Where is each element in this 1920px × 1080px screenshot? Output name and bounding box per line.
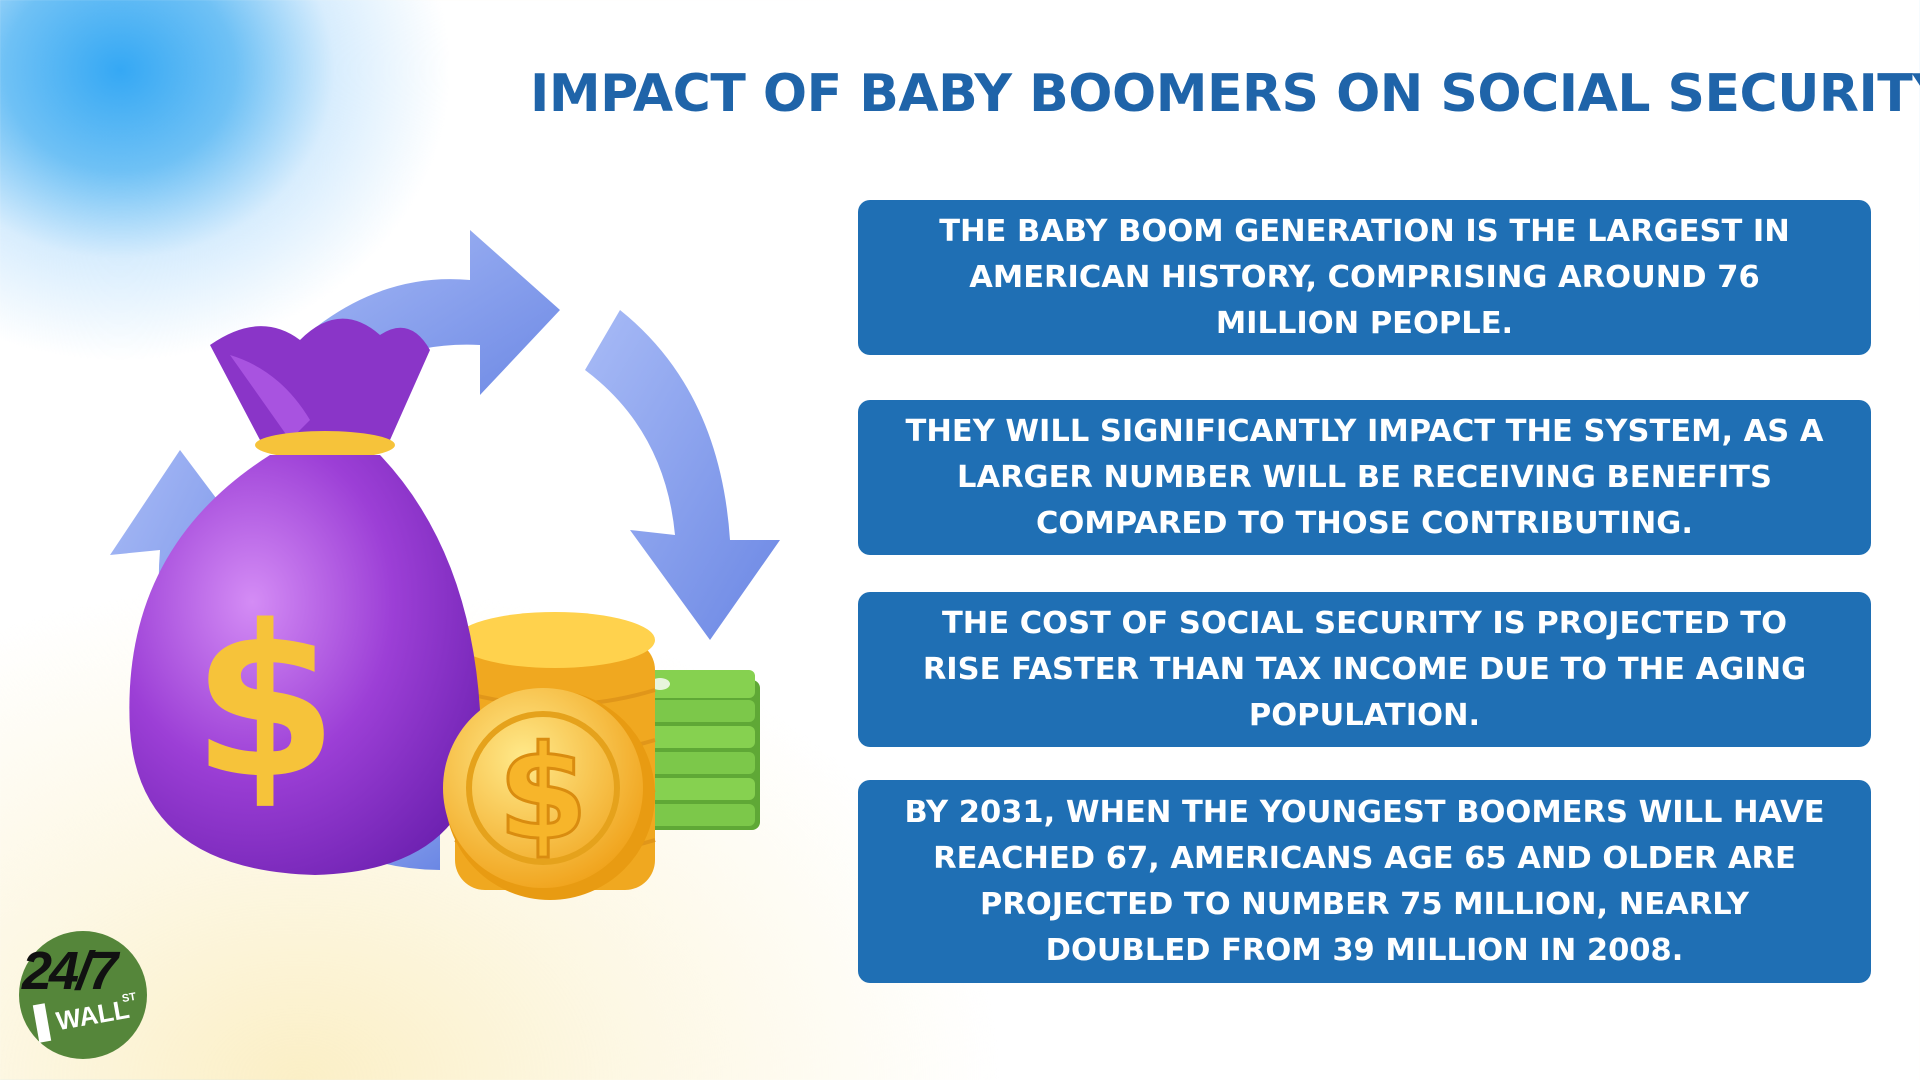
logo-badge-icon <box>19 931 147 1059</box>
fact-card-4: BY 2031, WHEN THE YOUNGEST BOOMERS WILL … <box>858 780 1871 983</box>
brand-logo: 24/7 WALL ST <box>18 930 148 1060</box>
fact-line: BY 2031, WHEN THE YOUNGEST BOOMERS WILL … <box>904 794 1825 830</box>
fact-line: REACHED 67, AMERICANS AGE 65 AND OLDER A… <box>933 840 1796 876</box>
fact-line: THE COST OF SOCIAL SECURITY IS PROJECTED… <box>941 605 1788 641</box>
fact-card-1: THE BABY BOOM GENERATION IS THE LARGEST … <box>858 200 1871 355</box>
fact-line: LARGER NUMBER WILL BE RECEIVING BENEFITS <box>957 459 1772 495</box>
logo-suffix: ST <box>121 990 137 1006</box>
coin-dollar-sign: $ <box>498 717 588 869</box>
fact-line: POPULATION. <box>1248 697 1481 733</box>
money-bag-icon: $ <box>129 318 481 875</box>
page-title: IMPACT OF BABY BOOMERS ON SOCIAL SECURIT… <box>530 64 1920 124</box>
fact-line: AMERICAN HISTORY, COMPRISING AROUND 76 <box>969 259 1760 295</box>
logo-number: 24/7 <box>22 941 118 1001</box>
fact-line: THEY WILL SIGNIFICANTLY IMPACT THE SYSTE… <box>905 413 1824 449</box>
fact-line: COMPARED TO THOSE CONTRIBUTING. <box>1036 505 1693 541</box>
fact-line: RISE FASTER THAN TAX INCOME DUE TO THE A… <box>922 651 1807 687</box>
fact-text-1: THE BABY BOOM GENERATION IS THE LARGEST … <box>939 209 1790 347</box>
fact-card-2: THEY WILL SIGNIFICANTLY IMPACT THE SYSTE… <box>858 400 1871 555</box>
fact-line: PROJECTED TO NUMBER 75 MILLION, NEARLY <box>980 886 1749 922</box>
bag-dollar-sign: $ <box>192 580 338 825</box>
fact-text-2: THEY WILL SIGNIFICANTLY IMPACT THE SYSTE… <box>906 409 1824 547</box>
fact-card-3: THE COST OF SOCIAL SECURITY IS PROJECTED… <box>858 592 1871 747</box>
money-cycle-illustration: $ $ <box>110 230 780 900</box>
fact-line: MILLION PEOPLE. <box>1215 305 1514 341</box>
fact-text-3: THE COST OF SOCIAL SECURITY IS PROJECTED… <box>923 601 1806 739</box>
coin-icon: $ <box>443 688 655 900</box>
fact-line: DOUBLED FROM 39 MILLION IN 2008. <box>1045 932 1684 968</box>
fact-line: THE BABY BOOM GENERATION IS THE LARGEST … <box>939 213 1790 249</box>
fact-text-4: BY 2031, WHEN THE YOUNGEST BOOMERS WILL … <box>904 790 1824 974</box>
